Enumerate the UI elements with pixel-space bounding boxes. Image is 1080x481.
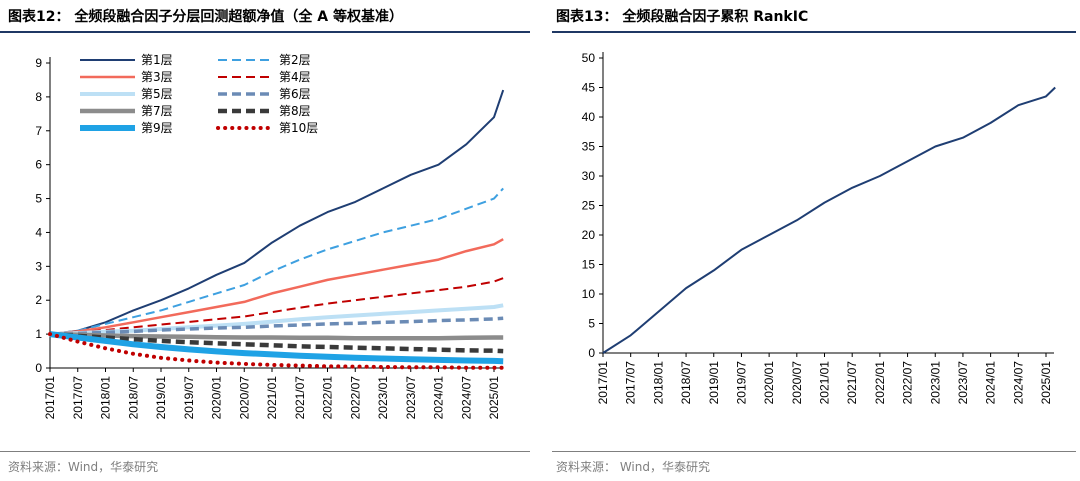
left-source-rule bbox=[0, 451, 530, 452]
legend-label-10: 第10层 bbox=[279, 121, 318, 135]
right-source-rule bbox=[552, 451, 1076, 452]
y-tick-label: 8 bbox=[35, 90, 42, 104]
net-value-panel: 图表12： 全频段融合因子分层回测超额净值（全 A 等权基准） 0 1 2 3 4 5 6 7… bbox=[0, 9, 530, 474]
x-tick-label: 2021/01 bbox=[265, 376, 279, 420]
legend-label-8: 第8层 bbox=[279, 104, 311, 118]
x-tick-label: 2022/07 bbox=[348, 376, 362, 420]
y-tick-label: 3 bbox=[35, 259, 42, 273]
y-tick-label: 5 bbox=[35, 192, 42, 206]
y-tick-label: 5 bbox=[588, 317, 595, 331]
x-tick-label: 2021/07 bbox=[845, 361, 859, 405]
series-line-1 bbox=[602, 86, 1056, 354]
y-tick-label: 15 bbox=[582, 258, 596, 272]
right-source-note: 资料来源： Wind，华泰研究 bbox=[556, 460, 710, 474]
series-line-7 bbox=[49, 331, 504, 341]
y-tick-label: 6 bbox=[35, 158, 42, 172]
series-line-10 bbox=[48, 332, 506, 370]
x-tick-label: 2017/07 bbox=[624, 361, 638, 405]
left-chart-title: 图表12： 全频段融合因子分层回测超额净值（全 A 等权基准） bbox=[8, 9, 403, 25]
x-tick-label: 2017/07 bbox=[71, 376, 85, 420]
x-tick-label: 2021/07 bbox=[293, 376, 307, 420]
x-tick-label: 2017/01 bbox=[596, 361, 610, 405]
y-tick-label: 4 bbox=[35, 225, 42, 239]
legend-label-3: 第3层 bbox=[141, 70, 173, 84]
x-tick-label: 2023/01 bbox=[376, 376, 390, 420]
y-tick-label: 9 bbox=[35, 56, 42, 70]
x-tick-label: 2024/01 bbox=[984, 361, 998, 405]
x-tick-label: 2024/07 bbox=[459, 376, 473, 420]
x-tick-label: 2019/07 bbox=[182, 376, 196, 420]
x-tick-label: 2021/01 bbox=[818, 361, 832, 405]
y-tick-label: 10 bbox=[582, 287, 596, 301]
x-tick-label: 2018/07 bbox=[126, 376, 140, 420]
x-tick-label: 2023/07 bbox=[404, 376, 418, 420]
legend-label-4: 第4层 bbox=[279, 70, 311, 84]
series-line-4 bbox=[49, 277, 504, 336]
y-tick-label: 40 bbox=[582, 110, 596, 124]
y-tick-label: 0 bbox=[588, 346, 595, 360]
y-tick-label: 1 bbox=[35, 327, 42, 341]
series-line-8 bbox=[49, 331, 504, 354]
legend-label-1: 第1层 bbox=[141, 53, 173, 67]
x-tick-label: 2020/01 bbox=[210, 376, 224, 420]
x-tick-label: 2023/07 bbox=[956, 361, 970, 405]
left-source-note: 资料来源：Wind，华泰研究 bbox=[8, 460, 159, 474]
y-tick-label: 25 bbox=[582, 199, 596, 213]
x-tick-label: 2022/07 bbox=[901, 361, 915, 405]
x-tick-label: 2017/01 bbox=[43, 376, 57, 420]
x-tick-label: 2019/01 bbox=[154, 376, 168, 420]
rankic-panel: 图表13： 全频段融合因子累积 RankIC 0 5 10 15 20 25 30 35 40 4… bbox=[552, 0, 1080, 481]
x-tick-label: 2020/07 bbox=[790, 361, 804, 405]
legend-label-6: 第6层 bbox=[279, 87, 311, 101]
left-title-rule bbox=[0, 31, 530, 33]
x-tick-label: 2018/07 bbox=[679, 361, 693, 405]
x-tick-label: 2018/01 bbox=[651, 361, 665, 405]
y-tick-label: 45 bbox=[582, 81, 596, 95]
y-tick-label: 30 bbox=[582, 169, 596, 183]
x-tick-label: 2024/01 bbox=[432, 376, 446, 420]
x-tick-label: 2025/01 bbox=[487, 376, 501, 420]
x-tick-label: 2025/01 bbox=[1039, 361, 1053, 405]
x-tick-label: 2022/01 bbox=[873, 361, 887, 405]
legend-label-9: 第9层 bbox=[141, 121, 173, 135]
x-tick-label: 2018/01 bbox=[99, 376, 113, 420]
x-tick-label: 2023/01 bbox=[928, 361, 942, 405]
right-title-rule bbox=[552, 31, 1076, 33]
y-tick-label: 50 bbox=[582, 51, 596, 65]
rankic-chart: 0 5 10 15 20 25 30 35 40 45 50 2017/01 2017/07 2018/0… bbox=[582, 51, 1056, 405]
right-chart-title: 图表13： 全频段融合因子累积 RankIC bbox=[556, 9, 809, 25]
legend-label-5: 第5层 bbox=[141, 87, 173, 101]
y-tick-label: 0 bbox=[35, 361, 42, 375]
series-line-3 bbox=[49, 238, 504, 336]
x-tick-label: 2019/01 bbox=[707, 361, 721, 405]
series-line-1 bbox=[49, 89, 505, 336]
y-tick-label: 7 bbox=[35, 124, 42, 138]
y-tick-label: 20 bbox=[582, 228, 596, 242]
series-line-9 bbox=[49, 331, 504, 365]
x-tick-label: 2024/07 bbox=[1011, 361, 1025, 405]
x-tick-label: 2020/01 bbox=[762, 361, 776, 405]
series-line-2 bbox=[49, 187, 504, 336]
x-tick-label: 2020/07 bbox=[237, 376, 251, 420]
series-line-6 bbox=[49, 316, 504, 336]
x-tick-label: 2019/07 bbox=[734, 361, 748, 405]
legend-label-7: 第7层 bbox=[141, 104, 173, 118]
y-tick-label: 35 bbox=[582, 140, 596, 154]
legend-label-2: 第2层 bbox=[279, 53, 311, 67]
net-value-chart: 0 1 2 3 4 5 6 7 8 9 2017/01 2017/07 2018/01 2018/07 20… bbox=[35, 53, 506, 420]
y-tick-label: 2 bbox=[35, 293, 42, 307]
x-tick-label: 2022/01 bbox=[321, 376, 335, 420]
